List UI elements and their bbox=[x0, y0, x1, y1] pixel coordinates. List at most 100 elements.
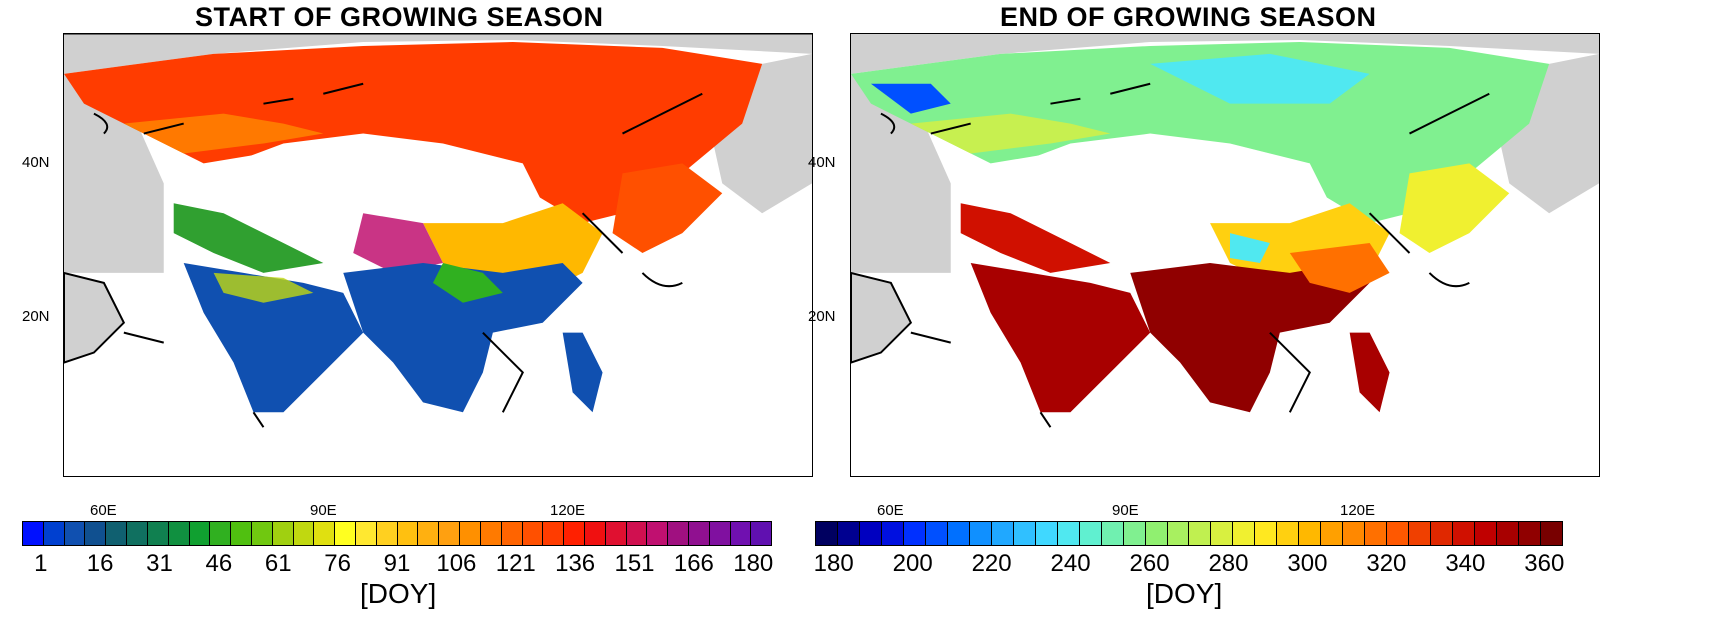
lat-label-20n: 20N bbox=[808, 308, 836, 325]
colorbar-tick-label: 180 bbox=[733, 550, 774, 577]
end-season-colorbar-ticks: 180 200 220 240 260 280 300 320 340 360 bbox=[813, 550, 1565, 580]
colorbar-cell bbox=[1343, 522, 1366, 545]
colorbar-cell bbox=[43, 522, 65, 545]
colorbar-cell bbox=[1277, 522, 1300, 545]
end-season-colorbar bbox=[815, 521, 1563, 546]
colorbar-tick-label: 121 bbox=[495, 550, 536, 577]
colorbar-cell bbox=[1365, 522, 1388, 545]
colorbar-unit-label: [DOY] bbox=[360, 578, 437, 609]
colorbar-cell bbox=[991, 522, 1014, 545]
colorbar-tick-label: 76 bbox=[324, 550, 351, 577]
colorbar-cell bbox=[816, 522, 838, 545]
colorbar-cell bbox=[1189, 522, 1212, 545]
colorbar-cell bbox=[1255, 522, 1278, 545]
colorbar-cell bbox=[626, 522, 648, 545]
colorbar-cell bbox=[647, 522, 669, 545]
start-season-colorbar-ticks: 1 16 31 46 61 76 91 106 121 136 151 166 180 bbox=[22, 550, 774, 580]
colorbar-tick-label: 31 bbox=[146, 550, 173, 577]
colorbar-cell bbox=[480, 522, 502, 545]
colorbar-tick-label: 166 bbox=[673, 550, 714, 577]
colorbar-cell bbox=[668, 522, 689, 545]
colorbar-cell bbox=[168, 522, 190, 545]
colorbar-cell bbox=[231, 522, 252, 545]
map-canvas bbox=[64, 34, 812, 476]
colorbar-cell bbox=[64, 522, 86, 545]
lon-label-60e: 60E bbox=[877, 502, 904, 519]
colorbar-cell bbox=[210, 522, 232, 545]
colorbar-tick-label: 46 bbox=[205, 550, 233, 577]
colorbar-cell bbox=[293, 522, 315, 545]
colorbar-cell bbox=[376, 522, 398, 545]
colorbar-cell bbox=[1167, 522, 1190, 545]
start-season-colorbar bbox=[22, 521, 772, 546]
start-of-season-panel: START OF GROWING SEASON bbox=[0, 0, 850, 620]
colorbar-tick-label: 280 bbox=[1208, 550, 1249, 577]
colorbar-tick-label: 240 bbox=[1050, 550, 1091, 577]
colorbar-cell bbox=[189, 522, 211, 545]
colorbar-tick-label: 320 bbox=[1366, 550, 1407, 577]
lat-label-40n: 40N bbox=[22, 154, 50, 171]
colorbar-tick-label: 61 bbox=[264, 550, 292, 577]
colorbar-cell bbox=[564, 522, 585, 545]
colorbar-cell bbox=[439, 522, 461, 545]
lon-label-120e: 120E bbox=[1340, 502, 1376, 519]
colorbar-cell bbox=[1233, 522, 1256, 545]
colorbar-cell bbox=[1123, 522, 1146, 545]
colorbar-tick-label: 200 bbox=[892, 550, 933, 577]
colorbar-tick-label: 136 bbox=[555, 550, 596, 577]
colorbar-cell bbox=[1145, 522, 1168, 545]
lon-label-120e: 120E bbox=[550, 502, 586, 519]
colorbar-cell bbox=[1497, 522, 1519, 545]
colorbar-cell bbox=[1431, 522, 1454, 545]
colorbar-tick-label: 220 bbox=[971, 550, 1012, 577]
colorbar-cell bbox=[335, 522, 356, 545]
colorbar-cell bbox=[1057, 522, 1080, 545]
panel-title: START OF GROWING SEASON bbox=[195, 2, 604, 32]
colorbar-cell bbox=[1079, 522, 1102, 545]
colorbar-cell bbox=[147, 522, 169, 545]
colorbar-cell bbox=[501, 522, 523, 545]
colorbar-cell bbox=[1299, 522, 1322, 545]
lat-label-20n: 20N bbox=[22, 308, 50, 325]
colorbar-cell bbox=[85, 522, 107, 545]
colorbar-cell bbox=[314, 522, 336, 545]
colorbar-cell bbox=[1211, 522, 1234, 545]
colorbar-cell bbox=[1409, 522, 1432, 545]
colorbar-cell bbox=[356, 522, 377, 545]
end-season-map bbox=[850, 33, 1600, 477]
lon-label-90e: 90E bbox=[1112, 502, 1139, 519]
colorbar-tick-label: 360 bbox=[1524, 550, 1565, 577]
colorbar-cell bbox=[23, 522, 44, 545]
colorbar-tick-label: 260 bbox=[1129, 550, 1170, 577]
colorbar-tick-label: 1 bbox=[34, 550, 48, 577]
lat-label-40n: 40N bbox=[808, 154, 836, 171]
colorbar-cell bbox=[1321, 522, 1344, 545]
colorbar-cell bbox=[106, 522, 128, 545]
colorbar-unit-label: [DOY] bbox=[1146, 578, 1223, 609]
colorbar-cell bbox=[1475, 522, 1498, 545]
colorbar-cell bbox=[543, 522, 565, 545]
colorbar-cell bbox=[1387, 522, 1410, 545]
colorbar-tick-label: 340 bbox=[1445, 550, 1486, 577]
colorbar-cell bbox=[903, 522, 926, 545]
colorbar-tick-label: 300 bbox=[1287, 550, 1328, 577]
colorbar-cell bbox=[709, 522, 731, 545]
colorbar-cell bbox=[584, 522, 606, 545]
start-season-map bbox=[63, 33, 813, 477]
colorbar-cell bbox=[859, 522, 882, 545]
lon-label-60e: 60E bbox=[90, 502, 117, 519]
colorbar-tick-label: 180 bbox=[813, 550, 854, 577]
colorbar-cell bbox=[418, 522, 440, 545]
colorbar-cell bbox=[837, 522, 860, 545]
colorbar-cell bbox=[522, 522, 544, 545]
colorbar-cell bbox=[1035, 522, 1058, 545]
colorbar-cell bbox=[925, 522, 948, 545]
colorbar-cell bbox=[969, 522, 992, 545]
colorbar-cell bbox=[1540, 522, 1562, 545]
colorbar-tick-label: 16 bbox=[86, 550, 114, 577]
lon-label-90e: 90E bbox=[310, 502, 337, 519]
colorbar-cell bbox=[251, 522, 273, 545]
colorbar-cell bbox=[751, 522, 772, 545]
colorbar-cell bbox=[1101, 522, 1124, 545]
colorbar-tick-label: 151 bbox=[614, 550, 655, 577]
